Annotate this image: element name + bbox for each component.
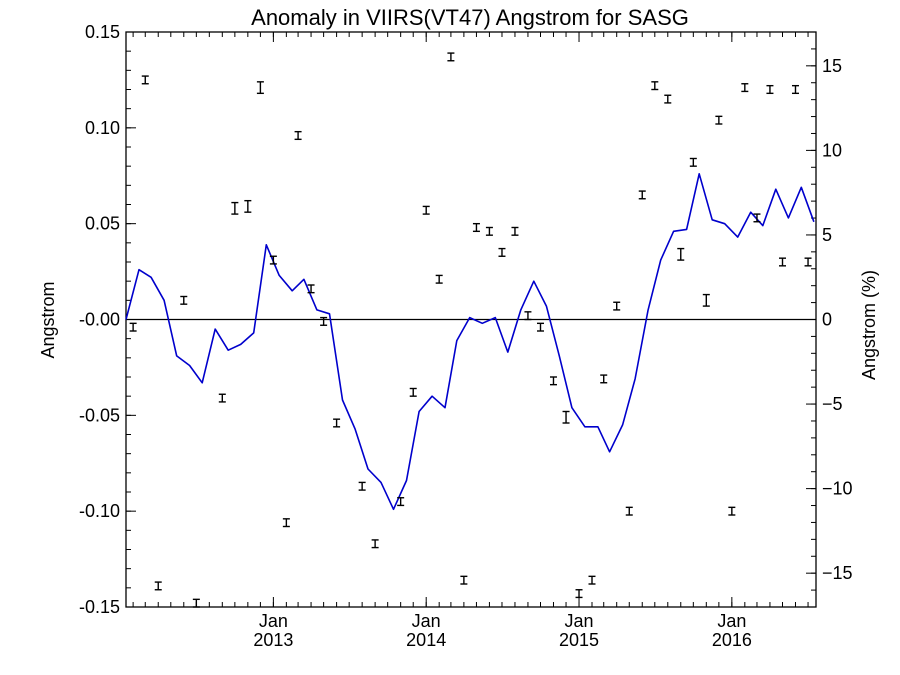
x-tick-month-label: Jan [412,611,441,631]
data-point [435,274,443,284]
data-point [422,205,430,215]
data-point [689,157,697,167]
data-point [282,518,290,528]
y-right-tick-label: 0 [822,310,832,330]
data-point [180,295,188,305]
x-tick-year-label: 2016 [712,630,752,650]
data-point [702,293,710,307]
y-right-tick-label: 5 [822,225,832,245]
data-point [779,257,787,267]
y-axis-right-label: Angstrom (%) [859,270,879,380]
data-point [677,247,685,261]
data-point [651,81,659,91]
data-layer [125,52,815,608]
data-point [600,374,608,384]
y-tick-label: -0.15 [79,597,120,617]
data-point [397,497,405,507]
data-point [320,316,328,326]
data-point [791,84,799,95]
data-point [307,284,315,294]
y-tick-label: -0.00 [79,310,120,330]
data-point [562,410,570,424]
data-point [588,575,596,585]
data-point [715,115,723,125]
anomaly-line [125,173,815,511]
y-right-tick-label: −5 [822,394,843,414]
y-tick-label: -0.10 [79,501,120,521]
data-point [409,387,417,397]
chart-title: Anomaly in VIIRS(VT47) Angstrom for SASG [251,5,689,30]
data-point [537,322,545,332]
data-point [485,226,493,236]
y-right-tick-label: 15 [822,56,842,76]
y-tick-label: 0.15 [85,22,120,42]
y-right-tick-label: 10 [822,140,842,160]
data-point [218,393,226,403]
data-point [192,598,200,608]
y-right-tick-label: −15 [822,563,853,583]
data-point [333,418,341,428]
data-point [447,52,455,62]
data-point [269,255,277,265]
x-tick-year-label: 2013 [253,630,293,650]
data-point [154,581,162,591]
data-point [231,201,239,215]
data-point [804,257,812,267]
y-right-tick-label: −10 [822,479,853,499]
x-tick-month-label: Jan [565,611,594,631]
y-tick-label: 0.05 [85,214,120,234]
data-point [766,84,774,95]
data-point [371,539,379,549]
data-point [256,81,264,95]
y-axis-label: Angstrom [38,281,58,358]
x-tick-year-label: 2014 [406,630,446,650]
data-point [498,247,506,257]
data-point [613,301,621,311]
data-point [638,190,646,200]
axes-layer: 0.15 0.10 0.05 -0.00 -0.05 -0.10 -0.15 15 10 5 0 −5… [79,22,853,650]
data-point [460,575,468,585]
data-point [358,481,366,491]
data-point [472,222,480,233]
data-point [524,311,532,321]
data-point [753,213,761,223]
y-tick-label: -0.05 [79,405,120,425]
data-point [244,199,252,213]
x-tick-year-label: 2015 [559,630,599,650]
data-point [141,75,149,85]
data-point [294,130,302,141]
data-point [511,226,519,236]
x-tick-month-label: Jan [717,611,746,631]
data-point [549,376,557,386]
data-point [664,94,672,104]
x-tick-month-label: Jan [259,611,288,631]
data-point [129,322,137,332]
data-point [728,506,736,516]
data-point [625,506,633,516]
data-point [575,589,583,599]
data-point [741,83,749,93]
y-tick-label: 0.10 [85,118,120,138]
